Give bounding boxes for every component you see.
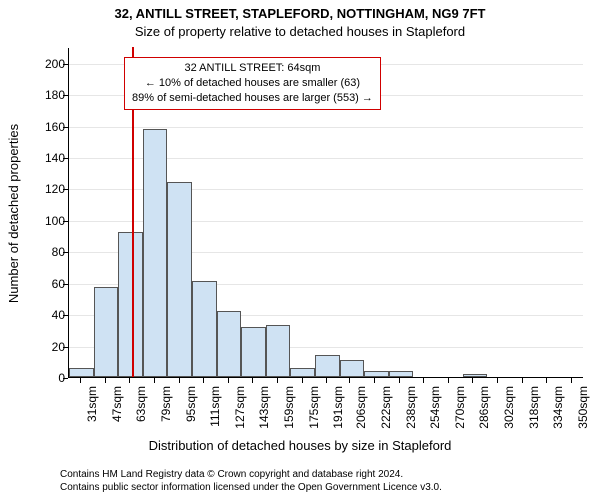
x-tick-mark bbox=[326, 378, 327, 383]
x-tick-mark bbox=[252, 378, 253, 383]
x-tick-mark bbox=[374, 378, 375, 383]
y-tick-label: 80 bbox=[35, 245, 65, 259]
histogram-bar bbox=[167, 182, 192, 377]
chart-container: 32, ANTILL STREET, STAPLEFORD, NOTTINGHA… bbox=[0, 0, 600, 500]
x-tick-mark bbox=[497, 378, 498, 383]
annotation-line1: 32 ANTILL STREET: 64sqm bbox=[132, 61, 373, 76]
y-axis-label: Number of detached properties bbox=[6, 48, 22, 378]
histogram-bar bbox=[241, 327, 266, 377]
y-axis-label-text: Number of detached properties bbox=[7, 123, 22, 302]
histogram-bar bbox=[389, 371, 414, 377]
x-tick-mark bbox=[154, 378, 155, 383]
x-tick-label: 159sqm bbox=[282, 386, 296, 446]
x-tick-mark bbox=[129, 378, 130, 383]
x-tick-mark bbox=[546, 378, 547, 383]
x-tick-mark bbox=[80, 378, 81, 383]
y-tick-label: 120 bbox=[35, 182, 65, 196]
x-tick-label: 63sqm bbox=[134, 386, 148, 446]
footer: Contains HM Land Registry data © Crown c… bbox=[60, 468, 442, 494]
y-tick-label: 200 bbox=[35, 57, 65, 71]
x-tick-mark bbox=[571, 378, 572, 383]
x-tick-label: 254sqm bbox=[428, 386, 442, 446]
annotation-line3: 89% of semi-detached houses are larger (… bbox=[132, 91, 373, 106]
histogram-bar bbox=[340, 360, 365, 377]
y-tick-label: 100 bbox=[35, 214, 65, 228]
y-tick-label: 20 bbox=[35, 340, 65, 354]
x-tick-mark bbox=[448, 378, 449, 383]
x-tick-label: 127sqm bbox=[233, 386, 247, 446]
histogram-bar bbox=[290, 368, 315, 377]
footer-line2: Contains public sector information licen… bbox=[60, 481, 442, 494]
x-tick-label: 95sqm bbox=[184, 386, 198, 446]
annotation-line2: ← 10% of detached houses are smaller (63… bbox=[132, 76, 373, 91]
x-tick-label: 111sqm bbox=[208, 386, 222, 446]
x-tick-mark bbox=[179, 378, 180, 383]
histogram-bar bbox=[118, 232, 143, 377]
x-tick-mark bbox=[522, 378, 523, 383]
y-tick-label: 60 bbox=[35, 277, 65, 291]
x-tick-mark bbox=[399, 378, 400, 383]
footer-line1: Contains HM Land Registry data © Crown c… bbox=[60, 468, 442, 481]
x-tick-label: 31sqm bbox=[85, 386, 99, 446]
x-tick-label: 270sqm bbox=[453, 386, 467, 446]
annotation-box: 32 ANTILL STREET: 64sqm ← 10% of detache… bbox=[124, 57, 381, 110]
y-tick-label: 140 bbox=[35, 151, 65, 165]
histogram-bar bbox=[192, 281, 217, 377]
x-tick-label: 175sqm bbox=[307, 386, 321, 446]
x-tick-label: 334sqm bbox=[551, 386, 565, 446]
x-tick-mark bbox=[472, 378, 473, 383]
x-tick-label: 286sqm bbox=[477, 386, 491, 446]
x-tick-mark bbox=[105, 378, 106, 383]
x-tick-label: 318sqm bbox=[527, 386, 541, 446]
histogram-bar bbox=[266, 325, 291, 377]
histogram-bar bbox=[463, 374, 488, 377]
x-tick-mark bbox=[423, 378, 424, 383]
y-tick-label: 0 bbox=[35, 371, 65, 385]
x-tick-label: 238sqm bbox=[404, 386, 418, 446]
x-tick-mark bbox=[349, 378, 350, 383]
x-tick-label: 350sqm bbox=[576, 386, 590, 446]
x-tick-mark bbox=[228, 378, 229, 383]
histogram-bar bbox=[315, 355, 340, 377]
histogram-bar bbox=[69, 368, 94, 377]
x-tick-label: 191sqm bbox=[331, 386, 345, 446]
y-tick-label: 180 bbox=[35, 88, 65, 102]
x-tick-label: 302sqm bbox=[502, 386, 516, 446]
histogram-bar bbox=[364, 371, 389, 377]
x-axis-title: Distribution of detached houses by size … bbox=[0, 438, 600, 453]
histogram-bar bbox=[217, 311, 242, 377]
x-tick-label: 143sqm bbox=[257, 386, 271, 446]
x-tick-mark bbox=[203, 378, 204, 383]
x-tick-label: 222sqm bbox=[379, 386, 393, 446]
y-tick-label: 40 bbox=[35, 308, 65, 322]
plot-area: 32 ANTILL STREET: 64sqm ← 10% of detache… bbox=[68, 48, 583, 378]
chart-title-main: 32, ANTILL STREET, STAPLEFORD, NOTTINGHA… bbox=[0, 6, 600, 21]
histogram-bar bbox=[143, 129, 168, 377]
x-tick-label: 79sqm bbox=[159, 386, 173, 446]
x-tick-mark bbox=[277, 378, 278, 383]
histogram-bar bbox=[94, 287, 119, 377]
x-tick-mark bbox=[302, 378, 303, 383]
x-tick-label: 206sqm bbox=[354, 386, 368, 446]
chart-title-sub: Size of property relative to detached ho… bbox=[0, 24, 600, 39]
y-tick-label: 160 bbox=[35, 120, 65, 134]
x-tick-label: 47sqm bbox=[110, 386, 124, 446]
